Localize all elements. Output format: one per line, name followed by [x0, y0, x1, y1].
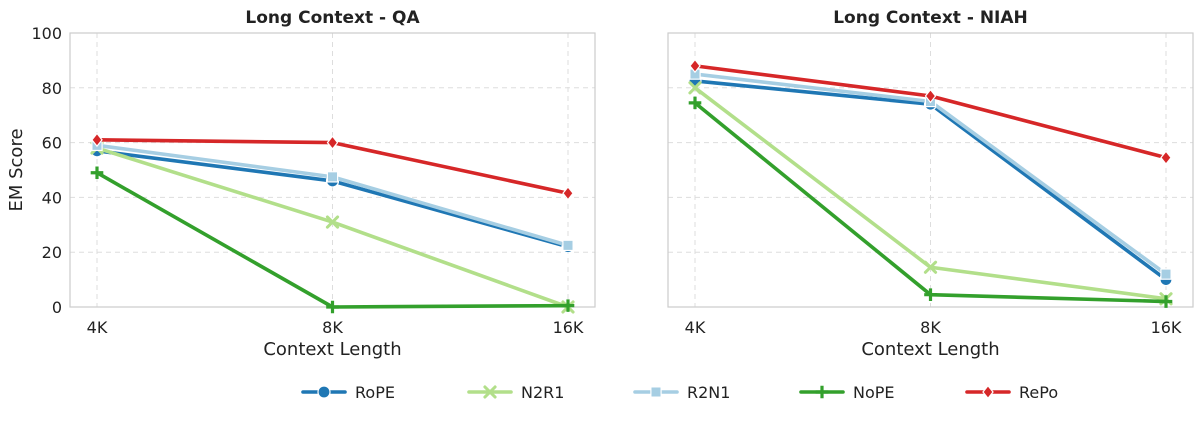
point-nope-4k-shape	[688, 96, 702, 110]
point-repo-16k-shape	[562, 186, 574, 201]
legend-marker-r2n1-shape	[650, 386, 662, 398]
point-nope-4k	[688, 96, 702, 110]
y-tick-label-20: 20	[42, 243, 62, 262]
legend-marker-rope-shape	[317, 385, 331, 399]
y-tick-label-100: 100	[31, 24, 62, 43]
legend-marker-nope-shape	[815, 385, 829, 399]
point-repo-4k-shape	[689, 58, 701, 74]
point-repo-8k-shape	[924, 88, 937, 104]
point-n2r1-8k	[325, 215, 340, 229]
y-tick-label-40: 40	[42, 188, 62, 207]
point-n2r1-4k-shape	[688, 81, 702, 95]
x-tick-label-8k: 8K	[322, 318, 343, 337]
point-r2n1-8k	[326, 171, 339, 183]
legend-marker-rope	[317, 385, 331, 399]
point-nope-16k-shape	[561, 299, 575, 312]
legend-item-repo: RePo	[965, 383, 1058, 402]
y-tick-label-60: 60	[42, 134, 62, 153]
series-repo	[689, 58, 1172, 165]
x-tick-label-4k: 4K	[87, 318, 108, 337]
series-nope	[688, 96, 1173, 308]
legend-label-rope: RoPE	[355, 383, 395, 402]
x-axis-label: Context Length	[861, 339, 999, 360]
point-r2n1-16k	[562, 239, 574, 252]
point-nope-4k	[90, 166, 104, 180]
point-nope-16k	[1159, 295, 1173, 308]
point-r2n1-16k-shape	[1160, 268, 1172, 280]
y-axis-label: EM Score	[6, 128, 27, 211]
point-r2n1-16k	[1160, 268, 1172, 280]
x-tick-label-4k: 4K	[685, 318, 706, 337]
point-n2r1-4k	[688, 81, 702, 95]
legend-marker-r2n1	[650, 386, 662, 398]
y-tick-label-0: 0	[52, 298, 62, 317]
panel-long-context-qa: Long Context - QA 0 20 40 60 80 100 EM Score 4K 8…	[6, 8, 596, 360]
point-nope-8k	[326, 300, 339, 314]
series-repo	[91, 132, 574, 201]
point-repo-16k	[562, 186, 574, 201]
legend-marker-n2r1-shape	[483, 385, 497, 399]
legend-marker-n2r1	[483, 385, 497, 399]
point-nope-16k	[561, 299, 575, 312]
y-tick-label-80: 80	[42, 79, 62, 98]
point-repo-4k-shape	[91, 132, 103, 148]
point-n2r1-8k-shape	[325, 215, 340, 229]
point-nope-8k-shape	[326, 300, 339, 314]
legend-label-repo: RePo	[1019, 383, 1058, 402]
point-repo-8k	[924, 88, 937, 104]
legend-item-r2n1: R2N1	[633, 383, 730, 402]
legend-item-rope: RoPE	[301, 383, 395, 402]
point-nope-4k-shape	[90, 166, 104, 180]
point-repo-8k	[326, 135, 339, 150]
point-r2n1-16k-shape	[562, 239, 574, 252]
point-nope-16k-shape	[1159, 295, 1173, 308]
point-n2r1-8k	[923, 260, 938, 274]
x-tick-label-16k: 16K	[553, 318, 584, 337]
legend-marker-nope	[815, 385, 829, 399]
x-tick-label-8k: 8K	[920, 318, 941, 337]
x-tick-label-16k: 16K	[1151, 318, 1182, 337]
point-nope-8k	[924, 288, 937, 301]
legend-label-n2r1: N2R1	[521, 383, 564, 402]
point-nope-8k-shape	[924, 288, 937, 301]
point-repo-4k	[689, 58, 701, 74]
x-axis-label: Context Length	[263, 339, 401, 360]
point-r2n1-8k-shape	[326, 171, 339, 183]
panel-long-context-niah: Long Context - NIAH 4K 8K 16K Context Length	[667, 8, 1194, 360]
legend-item-nope: NoPE	[799, 383, 895, 402]
legend: RoPE N2R1 R2N1 NoPE RePo	[301, 383, 1058, 402]
chart-title: Long Context - QA	[245, 8, 420, 28]
point-repo-8k-shape	[326, 135, 339, 150]
legend-item-n2r1: N2R1	[467, 383, 564, 402]
legend-marker-repo-shape	[982, 384, 994, 400]
point-n2r1-8k-shape	[923, 260, 938, 274]
point-repo-4k	[91, 132, 103, 148]
point-repo-16k-shape	[1160, 150, 1172, 165]
legend-label-nope: NoPE	[853, 383, 895, 402]
series-nope	[90, 166, 575, 314]
legend-marker-repo	[982, 384, 994, 400]
plot-frame	[667, 32, 1194, 308]
chart-title: Long Context - NIAH	[833, 8, 1028, 28]
legend-label-r2n1: R2N1	[687, 383, 730, 402]
point-repo-16k	[1160, 150, 1172, 165]
